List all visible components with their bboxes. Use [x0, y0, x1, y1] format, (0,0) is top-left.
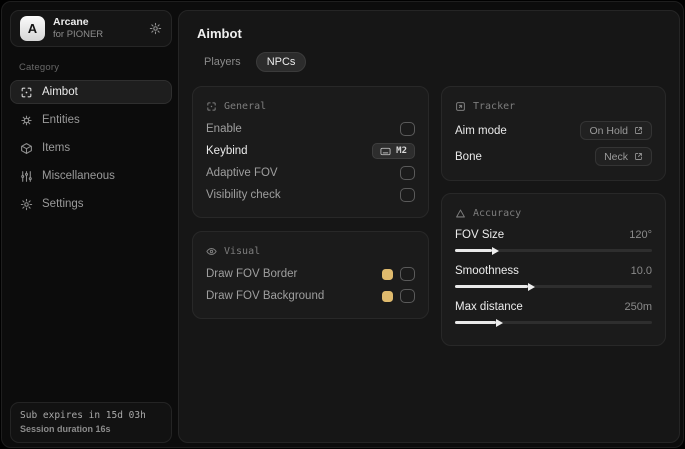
slider-label: Smoothness	[455, 264, 519, 277]
smoothness-slider[interactable]	[455, 282, 652, 291]
fov-border-checkbox[interactable]	[400, 267, 415, 281]
setting-row-enable: Enable	[206, 118, 415, 140]
box-icon	[20, 142, 33, 155]
sidebar-item-miscellaneous[interactable]: Miscellaneous	[10, 164, 172, 188]
crosshair-icon	[206, 101, 217, 112]
tab-players[interactable]: Players	[204, 56, 241, 68]
sidebar-item-settings[interactable]: Settings	[10, 192, 172, 216]
panel-title: General	[224, 100, 267, 112]
crosshair-icon	[20, 86, 33, 99]
gear-icon[interactable]	[149, 22, 162, 35]
tracker-icon	[455, 101, 466, 112]
setting-label: Draw FOV Border	[206, 268, 298, 280]
expand-icon	[634, 126, 643, 135]
visibility-check-checkbox[interactable]	[400, 188, 415, 202]
setting-row-fov-background: Draw FOV Background	[206, 285, 415, 307]
keybind-value: M2	[396, 146, 407, 156]
sidebar-item-aimbot[interactable]: Aimbot	[10, 80, 172, 104]
app-subtitle: for PIONER	[53, 29, 104, 41]
panel-title: Visual	[224, 245, 261, 257]
aim-mode-select[interactable]: On Hold	[580, 121, 652, 140]
aim-mode-value: On Hold	[589, 124, 628, 137]
setting-row-adaptive-fov: Adaptive FOV	[206, 162, 415, 184]
gear-icon	[20, 198, 33, 211]
color-swatch[interactable]	[382, 268, 393, 280]
panel-general: General Enable Keybind M2	[192, 86, 429, 218]
bone-select[interactable]: Neck	[595, 147, 652, 166]
tab-bar: Players NPCs	[193, 52, 666, 72]
category-label: Category	[19, 62, 60, 73]
setting-label: Adaptive FOV	[206, 167, 278, 179]
setting-label: Aim mode	[455, 124, 507, 137]
panel-accuracy: Accuracy FOV Size 120°	[441, 193, 666, 346]
mouse-icon	[380, 147, 391, 156]
slider-label: Max distance	[455, 300, 523, 313]
panel-title: Tracker	[473, 100, 516, 112]
sidebar-item-label: Items	[42, 142, 71, 154]
color-swatch[interactable]	[382, 290, 393, 302]
fov-background-checkbox[interactable]	[400, 289, 415, 303]
slider-thumb[interactable]	[496, 318, 504, 327]
fov-size-slider[interactable]	[455, 246, 652, 255]
subscription-info: Sub expires in 15d 03h Session duration …	[10, 402, 172, 443]
slider-fill	[455, 282, 535, 291]
app-title: Arcane	[53, 16, 89, 28]
bone-value: Neck	[604, 150, 628, 163]
app-header: A Arcane for PIONER	[10, 10, 172, 47]
setting-row-visibility-check: Visibility check	[206, 184, 415, 206]
slider-label: FOV Size	[455, 228, 505, 241]
entities-icon	[20, 114, 33, 127]
slider-fill	[455, 318, 504, 327]
sidebar-item-entities[interactable]: Entities	[10, 108, 172, 132]
sliders-icon	[20, 170, 33, 183]
enable-checkbox[interactable]	[400, 122, 415, 136]
sidebar-item-items[interactable]: Items	[10, 136, 172, 160]
expand-icon	[634, 152, 643, 161]
slider-value: 10.0	[630, 264, 652, 277]
sidebar-item-label: Entities	[42, 114, 80, 126]
max-distance-slider[interactable]	[455, 318, 652, 327]
setting-row-bone: Bone Neck	[455, 144, 652, 169]
slider-thumb[interactable]	[527, 282, 535, 291]
setting-label: Enable	[206, 123, 242, 135]
slider-fill	[455, 246, 500, 255]
slider-thumb[interactable]	[492, 246, 500, 255]
tab-npcs[interactable]: NPCs	[255, 52, 307, 72]
accuracy-icon	[455, 208, 466, 219]
setting-label: Keybind	[206, 145, 248, 157]
sidebar: A Arcane for PIONER Category Aimbot Enti…	[10, 10, 172, 443]
panel-tracker: Tracker Aim mode On Hold Bone	[441, 86, 666, 181]
main-panel: Aimbot Players NPCs General Enable	[178, 10, 680, 443]
setting-row-aim-mode: Aim mode On Hold	[455, 118, 652, 143]
setting-row-keybind: Keybind M2	[206, 140, 415, 162]
setting-label: Draw FOV Background	[206, 290, 325, 302]
session-duration-text: Session duration 16s	[20, 424, 111, 434]
setting-label: Visibility check	[206, 189, 281, 201]
slider-value: 120°	[629, 228, 652, 241]
slider-value: 250m	[624, 300, 652, 313]
sidebar-item-label: Aimbot	[42, 86, 78, 98]
sub-expires-text: Sub expires in 15d 03h	[20, 410, 146, 421]
panel-title: Accuracy	[473, 207, 522, 219]
keybind-button[interactable]: M2	[372, 143, 415, 159]
setting-row-fov-border: Draw FOV Border	[206, 263, 415, 285]
app-logo: A	[20, 16, 45, 41]
eye-icon	[206, 246, 217, 257]
adaptive-fov-checkbox[interactable]	[400, 166, 415, 180]
slider-group-fov-size: FOV Size 120°	[455, 226, 652, 255]
sidebar-item-label: Miscellaneous	[42, 170, 115, 182]
sidebar-item-label: Settings	[42, 198, 84, 210]
setting-label: Bone	[455, 150, 482, 163]
slider-group-max-distance: Max distance 250m	[455, 298, 652, 327]
slider-group-smoothness: Smoothness 10.0	[455, 262, 652, 291]
panel-visual: Visual Draw FOV Border Draw FOV Backgrou…	[192, 231, 429, 319]
page-title: Aimbot	[197, 26, 242, 41]
